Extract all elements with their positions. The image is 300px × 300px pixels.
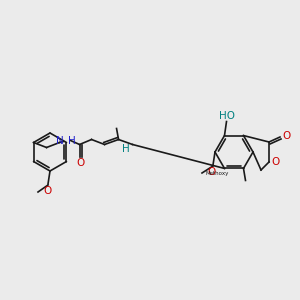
Text: Methoxy: Methoxy [206,171,230,176]
Text: O: O [208,167,216,177]
Text: H: H [68,136,75,146]
Text: O: O [282,131,290,141]
Text: N: N [56,136,64,146]
Text: O: O [271,157,279,167]
Text: O: O [76,158,85,169]
Text: HO: HO [218,110,235,121]
Text: H: H [122,145,129,154]
Text: O: O [43,186,51,196]
